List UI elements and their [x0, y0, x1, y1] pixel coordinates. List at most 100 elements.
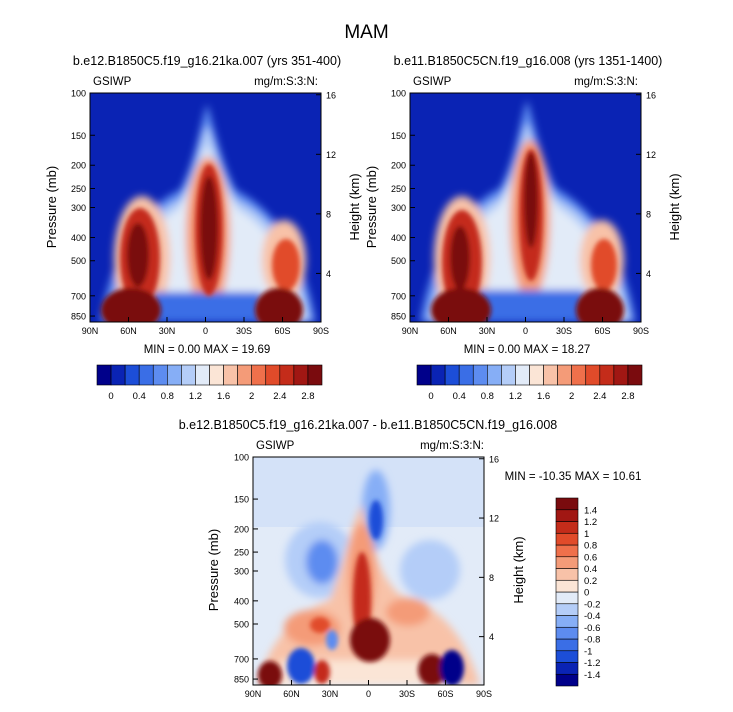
colorbar-label: 0 [584, 588, 589, 599]
colorbar-swatch [555, 497, 579, 511]
colorbar-label: 2.8 [621, 391, 634, 402]
y2-axis-label: Height (km) [667, 173, 682, 240]
x-tick-label: 30S [556, 326, 572, 336]
colorbar-label: 0 [108, 391, 113, 402]
y-tick-label: 300 [391, 203, 406, 213]
x-tick-label: 0 [366, 689, 371, 699]
y-tick-label: 100 [234, 453, 249, 463]
colorbar-label: 0.2 [584, 576, 597, 587]
stats-label: MIN = -10.35 MAX = 10.61 [505, 471, 642, 483]
colorbar-label: 2.4 [273, 391, 286, 402]
x-tick-label: 60N [283, 689, 300, 699]
colorbar-swatch [487, 364, 502, 386]
colorbar-swatch [167, 364, 182, 386]
colorbar-label: 0.8 [584, 541, 597, 552]
x-tick-label: 30S [399, 689, 415, 699]
panel-upper-left: b.e12.B1850C5.f19_g16.21ka.007 (yrs 351-… [44, 54, 362, 356]
colorbar-label: 1 [584, 529, 589, 540]
colorbar-swatch [555, 532, 579, 546]
colorbar-label: 1.2 [509, 391, 522, 402]
y2-tick-label: 8 [326, 209, 331, 219]
contour-field [253, 457, 484, 685]
x-tick-label: 60S [274, 326, 290, 336]
upper-blue-left-core [306, 540, 338, 584]
x-tick-label: 60N [120, 326, 137, 336]
x-tick-label: 30N [322, 689, 339, 699]
x-tick-label: 90S [633, 326, 649, 336]
lower-trop-dip [152, 292, 262, 322]
y2-tick-label: 4 [646, 269, 651, 279]
eq-lowlevel-max [350, 618, 390, 662]
y-tick-label: 150 [234, 495, 249, 505]
y-tick-label: 500 [391, 256, 406, 266]
nh-plume-core [127, 223, 149, 287]
colorbar-label: 1.2 [189, 391, 202, 402]
colorbar-label: -0.2 [584, 599, 600, 610]
colorbar-swatch [555, 603, 579, 616]
lower-trop-dip [475, 290, 585, 322]
y-axis-label: Pressure (mb) [206, 529, 221, 611]
colorbar-swatch [529, 364, 544, 386]
panel-title: b.e11.B1850C5CN.f19_g16.008 (yrs 1351-14… [394, 54, 663, 68]
x-tick-label: 30N [159, 326, 176, 336]
colorbar-swatch [501, 364, 516, 386]
y2-tick-label: 4 [489, 632, 494, 642]
colorbar-swatch [237, 364, 252, 386]
colorbar-label: 2.8 [301, 391, 314, 402]
panel-upper-right: b.e11.B1850C5CN.f19_g16.008 (yrs 1351-14… [364, 54, 682, 356]
colorbar-swatch [416, 364, 432, 386]
colorbar-label: 1.6 [217, 391, 230, 402]
colorbar-swatch [138, 364, 154, 386]
colorbar-label: -0.6 [584, 623, 600, 634]
eq-core-dark [200, 176, 218, 280]
y-tick-label: 200 [234, 524, 249, 534]
y2-tick-label: 16 [646, 90, 656, 100]
y-tick-label: 400 [234, 596, 249, 606]
colorbar-label: 0.4 [584, 564, 597, 575]
colorbar-swatch [152, 364, 168, 386]
x-tick-label: 30S [236, 326, 252, 336]
y2-tick-label: 12 [646, 150, 656, 160]
colorbar-upper-left: 0 0.4 0.8 1.2 1.6 2 2.4 2.8 [96, 364, 323, 402]
colorbar-swatch [555, 615, 579, 628]
y2-tick-label: 12 [489, 514, 499, 524]
colorbar-swatch [555, 626, 579, 640]
variable-label: GSIWP [93, 76, 132, 88]
x-tick-label: 0 [523, 326, 528, 336]
y2-axis-label: Height (km) [511, 536, 526, 603]
eq-upper-blue-core [369, 500, 383, 540]
panel-difference: b.e12.B1850C5.f19_g16.21ka.007 - b.e11.B… [179, 418, 642, 699]
colorbar-swatch [110, 364, 126, 386]
colorbar-swatch [555, 591, 579, 605]
nh-plume-core [450, 226, 470, 290]
variable-label: GSIWP [413, 76, 452, 88]
y2-tick-label: 8 [646, 209, 651, 219]
sh-lowlevel-blue [440, 650, 464, 685]
nh-lowlevel-max [101, 288, 161, 322]
units-label: mg/m:S:3:N: [420, 440, 484, 452]
colorbar-label: 0 [428, 391, 433, 402]
colorbar-swatch [555, 662, 579, 675]
colorbar-swatch [555, 544, 579, 558]
colorbar-swatch [571, 364, 587, 386]
colorbar-swatch [251, 364, 267, 386]
colorbar-swatch [555, 673, 579, 687]
sh-plume-red [591, 239, 617, 291]
colorbar-swatch [555, 579, 579, 593]
y-tick-label: 400 [71, 233, 86, 243]
colorbar-swatch [555, 556, 579, 569]
y-tick-label: 250 [71, 184, 86, 194]
colorbar-swatch [557, 364, 572, 386]
y2-tick-label: 8 [489, 573, 494, 583]
x-tick-label: 30N [479, 326, 496, 336]
y-tick-label: 500 [71, 256, 86, 266]
y-tick-label: 250 [234, 548, 249, 558]
variable-label: GSIWP [256, 440, 295, 452]
colorbar-swatch [515, 364, 530, 386]
contour-field [90, 93, 321, 322]
colorbar-swatch [543, 364, 558, 386]
nh-small-red [310, 617, 330, 633]
colorbar-label: 0.6 [584, 552, 597, 563]
x-tick-label: 60S [437, 689, 453, 699]
